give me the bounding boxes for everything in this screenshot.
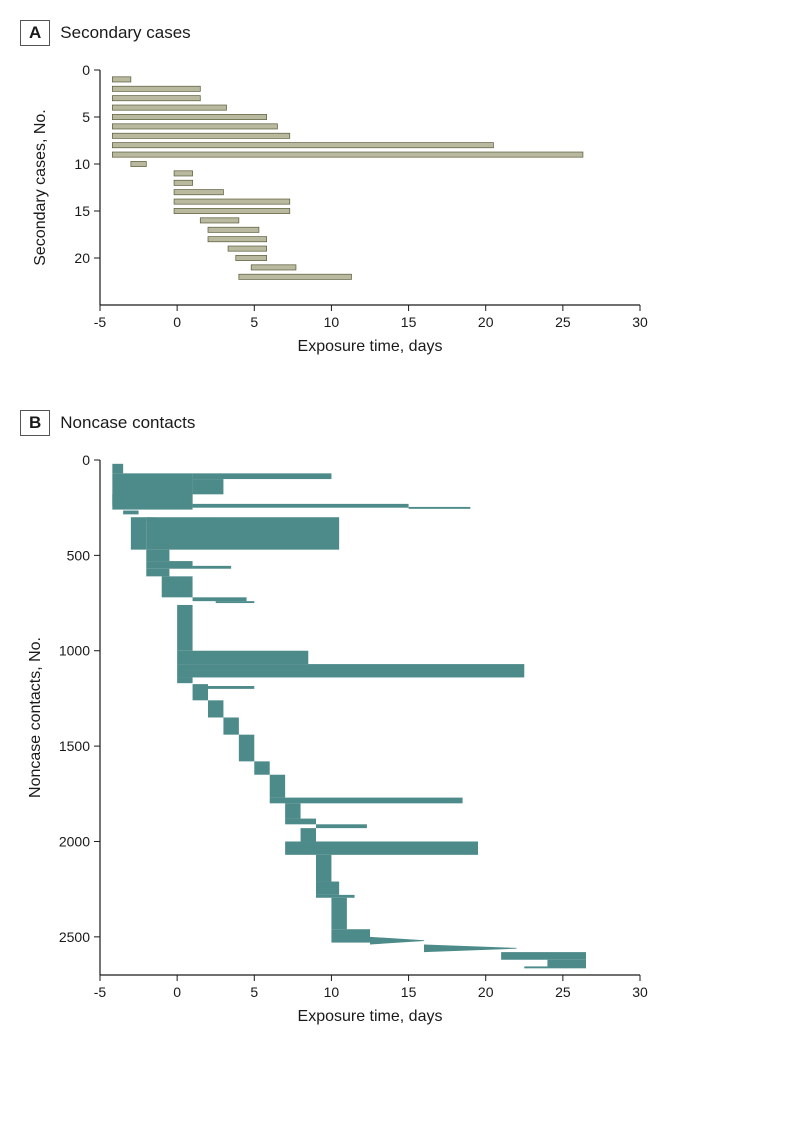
svg-text:15: 15 — [74, 203, 90, 219]
svg-text:Noncase contacts, No.: Noncase contacts, No. — [27, 637, 44, 798]
panel-b-letter: B — [20, 410, 50, 436]
svg-text:1000: 1000 — [59, 643, 90, 659]
svg-text:2000: 2000 — [59, 833, 90, 849]
panel-b-title: Noncase contacts — [60, 413, 195, 433]
svg-text:5: 5 — [250, 314, 258, 330]
svg-text:25: 25 — [555, 314, 571, 330]
svg-text:-5: -5 — [94, 984, 107, 1000]
svg-text:2500: 2500 — [59, 929, 90, 945]
svg-text:1500: 1500 — [59, 738, 90, 754]
svg-text:20: 20 — [478, 984, 494, 1000]
panel-b-svg: -5 0 5 10 15 20 25 30 0 500 1000 1500 2000 2500 Exposu… — [20, 450, 660, 1030]
svg-text:10: 10 — [74, 156, 90, 172]
svg-text:10: 10 — [324, 314, 340, 330]
svg-text:Exposure time, days: Exposure time, days — [298, 1008, 443, 1025]
svg-text:Exposure time, days: Exposure time, days — [298, 338, 443, 355]
svg-text:20: 20 — [74, 250, 90, 266]
svg-text:0: 0 — [173, 984, 181, 1000]
panel-b: B Noncase contacts -5 0 5 10 15 20 25 30 0 500 100… — [20, 410, 774, 1030]
svg-text:500: 500 — [67, 547, 91, 563]
panel-a: A Secondary cases -5 0 5 10 15 20 25 30 0 5 10 15 20… — [20, 20, 774, 360]
svg-text:15: 15 — [401, 314, 417, 330]
svg-text:10: 10 — [324, 984, 340, 1000]
svg-text:Secondary cases, No.: Secondary cases, No. — [32, 109, 49, 266]
panel-a-svg: -5 0 5 10 15 20 25 30 0 5 10 15 20 Exposure time, day… — [20, 60, 660, 360]
svg-text:25: 25 — [555, 984, 571, 1000]
svg-text:20: 20 — [478, 314, 494, 330]
panel-a-title: Secondary cases — [60, 23, 190, 43]
svg-text:30: 30 — [632, 314, 648, 330]
panel-a-chart: -5 0 5 10 15 20 25 30 0 5 10 15 20 Exposure time, day… — [20, 60, 774, 360]
svg-text:-5: -5 — [94, 314, 107, 330]
svg-text:5: 5 — [82, 109, 90, 125]
panel-b-chart: -5 0 5 10 15 20 25 30 0 500 1000 1500 2000 2500 Exposu… — [20, 450, 774, 1030]
svg-text:30: 30 — [632, 984, 648, 1000]
panel-a-header: A Secondary cases — [20, 20, 774, 46]
svg-text:0: 0 — [82, 62, 90, 78]
svg-text:0: 0 — [82, 452, 90, 468]
svg-text:5: 5 — [250, 984, 258, 1000]
panel-a-letter: A — [20, 20, 50, 46]
svg-text:0: 0 — [173, 314, 181, 330]
svg-text:15: 15 — [401, 984, 417, 1000]
panel-b-header: B Noncase contacts — [20, 410, 774, 436]
